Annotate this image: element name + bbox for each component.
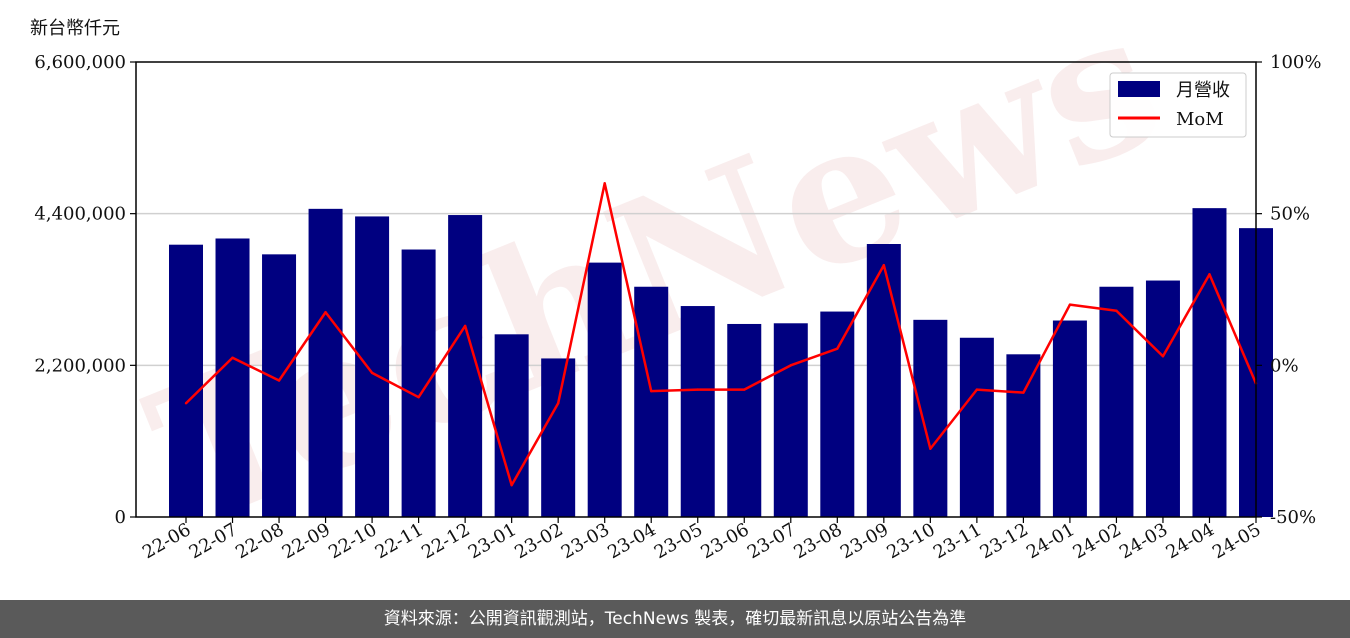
x-tick-label-22-11: 22-11 [372, 519, 427, 563]
x-tick-label-23-04: 23-04 [604, 519, 659, 563]
mom-point-22-06 [184, 402, 188, 405]
bar-23-11 [959, 337, 994, 517]
bar-22-07 [215, 238, 250, 517]
mom-point-24-02 [1115, 309, 1118, 312]
bar-22-11 [401, 249, 436, 518]
bar-23-07 [773, 323, 808, 517]
legend: 月營收 MoM [1109, 72, 1247, 138]
y-right-tick-label: 100% [1270, 52, 1321, 73]
bar-23-12 [1006, 354, 1041, 517]
mom-point-23-01 [510, 483, 513, 487]
x-tick-label-24-05: 24-05 [1209, 519, 1264, 563]
mom-point-24-03 [1161, 355, 1165, 358]
x-tick-label-22-10: 22-10 [325, 519, 380, 563]
x-tick-label-23-03: 23-03 [558, 519, 613, 563]
mom-point-23-10 [929, 447, 932, 450]
chart-svg: TechNews02,200,0004,400,0006,600,000-50%… [34, 0, 1321, 570]
bar-24-04 [1192, 208, 1227, 517]
bar-24-02 [1099, 286, 1134, 517]
bar-22-06 [169, 244, 203, 517]
x-tick-label-24-04: 24-04 [1163, 519, 1218, 563]
y-axis-unit-label: 新台幣仟元 [30, 18, 120, 39]
mom-point-22-07 [231, 356, 234, 359]
source-footer: 資料來源：公開資訊觀測站，TechNews 製表，確切最新訊息以原站公告為準 [0, 600, 1350, 638]
bar-23-09 [866, 244, 901, 517]
bar-23-02 [541, 358, 576, 517]
x-tick-label-24-03: 24-03 [1116, 519, 1171, 563]
mom-point-23-03 [603, 182, 606, 185]
x-tick-label-22-06: 22-06 [139, 519, 194, 563]
mom-point-22-10 [370, 371, 374, 375]
mom-point-23-04 [650, 389, 653, 393]
x-tick-label-23-10: 23-10 [883, 519, 938, 563]
bar-22-09 [308, 208, 343, 517]
mom-point-24-04 [1208, 273, 1211, 276]
legend-label-revenue: 月營收 [1176, 80, 1230, 101]
mom-point-23-08 [836, 347, 839, 350]
bar-22-10 [355, 216, 390, 517]
bar-24-03 [1145, 280, 1180, 517]
mom-point-23-07 [789, 364, 792, 367]
bar-23-05 [680, 306, 715, 517]
y-right-tick-label: 50% [1270, 204, 1310, 225]
bar-23-03 [587, 262, 622, 517]
bar-23-04 [634, 286, 669, 517]
legend-bar-swatch [1118, 81, 1160, 97]
mom-point-23-11 [975, 388, 979, 391]
x-tick-label-23-11: 23-11 [930, 519, 985, 563]
bar-22-08 [262, 254, 297, 517]
mom-point-22-09 [324, 311, 327, 314]
x-tick-label-23-12: 23-12 [976, 519, 1031, 563]
plot-frame [135, 61, 1257, 518]
y-left-tick-label: 2,200,000 [34, 355, 126, 376]
x-tick-label-24-02: 24-02 [1069, 519, 1124, 563]
mom-line [185, 182, 1258, 487]
mom-point-23-02 [556, 402, 560, 405]
mom-point-23-05 [696, 388, 699, 391]
x-tick-label-23-06: 23-06 [697, 519, 752, 563]
x-tick-label-22-12: 22-12 [418, 519, 473, 563]
y-left-tick-label: 4,400,000 [34, 204, 126, 225]
x-tick-label-23-01: 23-01 [465, 519, 520, 563]
mom-point-22-12 [463, 324, 467, 328]
y-right-tick-label: 0% [1270, 355, 1299, 376]
y-left-tick-label: 0 [115, 507, 126, 528]
bar-23-01 [494, 334, 529, 517]
x-tick-label-23-08: 23-08 [790, 519, 845, 563]
x-tick-label-23-02: 23-02 [511, 519, 566, 563]
x-tick-label-23-07: 23-07 [744, 519, 799, 563]
y-right-tick-label: -50% [1270, 507, 1316, 528]
y-left-tick-label: 6,600,000 [34, 52, 126, 73]
bar-23-08 [820, 311, 855, 517]
chart: 新台幣仟元 TechNews 0 2,200,000 4,400,000 6,600,0… [30, 0, 1321, 570]
legend-label-mom: MoM [1176, 109, 1224, 130]
x-tick-label-23-09: 23-09 [837, 519, 892, 563]
mom-point-22-11 [417, 395, 420, 399]
mom-point-23-06 [743, 388, 746, 391]
mom-point-23-09 [882, 264, 886, 267]
x-tick-label-24-01: 24-01 [1023, 519, 1078, 563]
bar-23-06 [727, 323, 762, 517]
mom-point-22-08 [277, 379, 281, 382]
x-tick-label-23-05: 23-05 [651, 519, 706, 563]
bar-23-10 [913, 319, 948, 517]
mom-point-23-12 [1022, 391, 1025, 394]
bar-24-01 [1052, 320, 1087, 517]
mom-point-24-01 [1068, 303, 1072, 306]
